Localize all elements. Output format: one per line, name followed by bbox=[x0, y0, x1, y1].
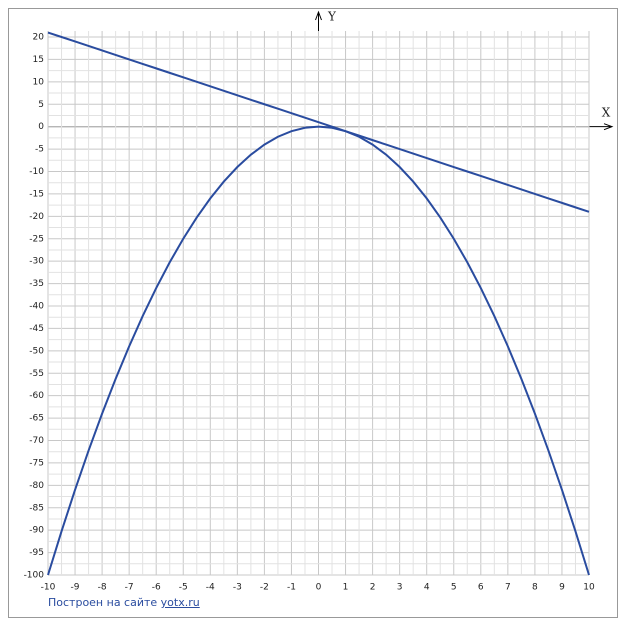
x-tick-label: -3 bbox=[233, 583, 242, 593]
x-tick-label: 10 bbox=[583, 583, 595, 593]
y-tick-label: -95 bbox=[29, 548, 44, 558]
x-tick-label: -6 bbox=[152, 583, 161, 593]
y-tick-label: -5 bbox=[35, 145, 44, 155]
y-tick-label: -85 bbox=[29, 503, 44, 513]
curve bbox=[47, 125, 590, 576]
curve bbox=[47, 31, 590, 213]
x-tick-label: 8 bbox=[532, 583, 538, 593]
x-tick-label: 2 bbox=[370, 583, 376, 593]
x-tick-label: 4 bbox=[424, 583, 430, 593]
y-tick-label: -45 bbox=[29, 324, 44, 334]
y-tick-label: 15 bbox=[33, 55, 44, 65]
y-tick-label: -35 bbox=[29, 279, 44, 289]
y-tick-label: -10 bbox=[29, 167, 44, 177]
y-axis-label: Y bbox=[327, 10, 337, 24]
x-tick-label: -10 bbox=[41, 583, 56, 593]
y-tick-label: -90 bbox=[29, 526, 44, 536]
y-tick-label: -55 bbox=[29, 369, 44, 379]
x-tick-label: 1 bbox=[343, 583, 349, 593]
frame bbox=[8, 8, 618, 618]
x-tick-label: 5 bbox=[451, 583, 457, 593]
y-tick-label: -20 bbox=[29, 212, 44, 222]
x-axis-label: X bbox=[602, 106, 611, 120]
y-tick-label: -15 bbox=[29, 189, 44, 199]
x-tick-label: 6 bbox=[478, 583, 484, 593]
x-tick-label: -1 bbox=[287, 583, 296, 593]
y-tick-label: -70 bbox=[29, 436, 44, 446]
footer-link[interactable]: yotx.ru bbox=[160, 596, 200, 609]
x-tick-label: -5 bbox=[179, 583, 188, 593]
y-tick-label: 0 bbox=[38, 122, 44, 132]
y-tick-label: -65 bbox=[29, 414, 44, 424]
x-tick-label: 3 bbox=[397, 583, 403, 593]
footer-text: Построен на сайте bbox=[48, 596, 158, 609]
y-tick-label: -40 bbox=[29, 302, 44, 312]
y-tick-label: -25 bbox=[29, 234, 44, 244]
x-tick-label: -2 bbox=[260, 583, 269, 593]
y-tick-label: -30 bbox=[29, 257, 44, 267]
x-tick-label: 9 bbox=[559, 583, 565, 593]
y-tick-label: 5 bbox=[38, 100, 44, 110]
x-tick-label: -9 bbox=[71, 583, 80, 593]
x-tick-label: 0 bbox=[316, 583, 322, 593]
x-tick-label: -8 bbox=[98, 583, 107, 593]
x-tick-label: 7 bbox=[505, 583, 511, 593]
y-tick-label: -60 bbox=[29, 391, 44, 401]
footer: Построен на сайте yotx.ru bbox=[48, 596, 200, 609]
x-tick-label: -7 bbox=[125, 583, 134, 593]
y-tick-label: 20 bbox=[33, 33, 45, 43]
x-tick-label: -4 bbox=[206, 583, 215, 593]
y-tick-label: -100 bbox=[24, 571, 45, 581]
y-tick-label: 10 bbox=[33, 77, 45, 87]
y-tick-label: -75 bbox=[29, 458, 44, 468]
y-tick-label: -50 bbox=[29, 346, 44, 356]
y-tick-label: -80 bbox=[29, 481, 44, 491]
